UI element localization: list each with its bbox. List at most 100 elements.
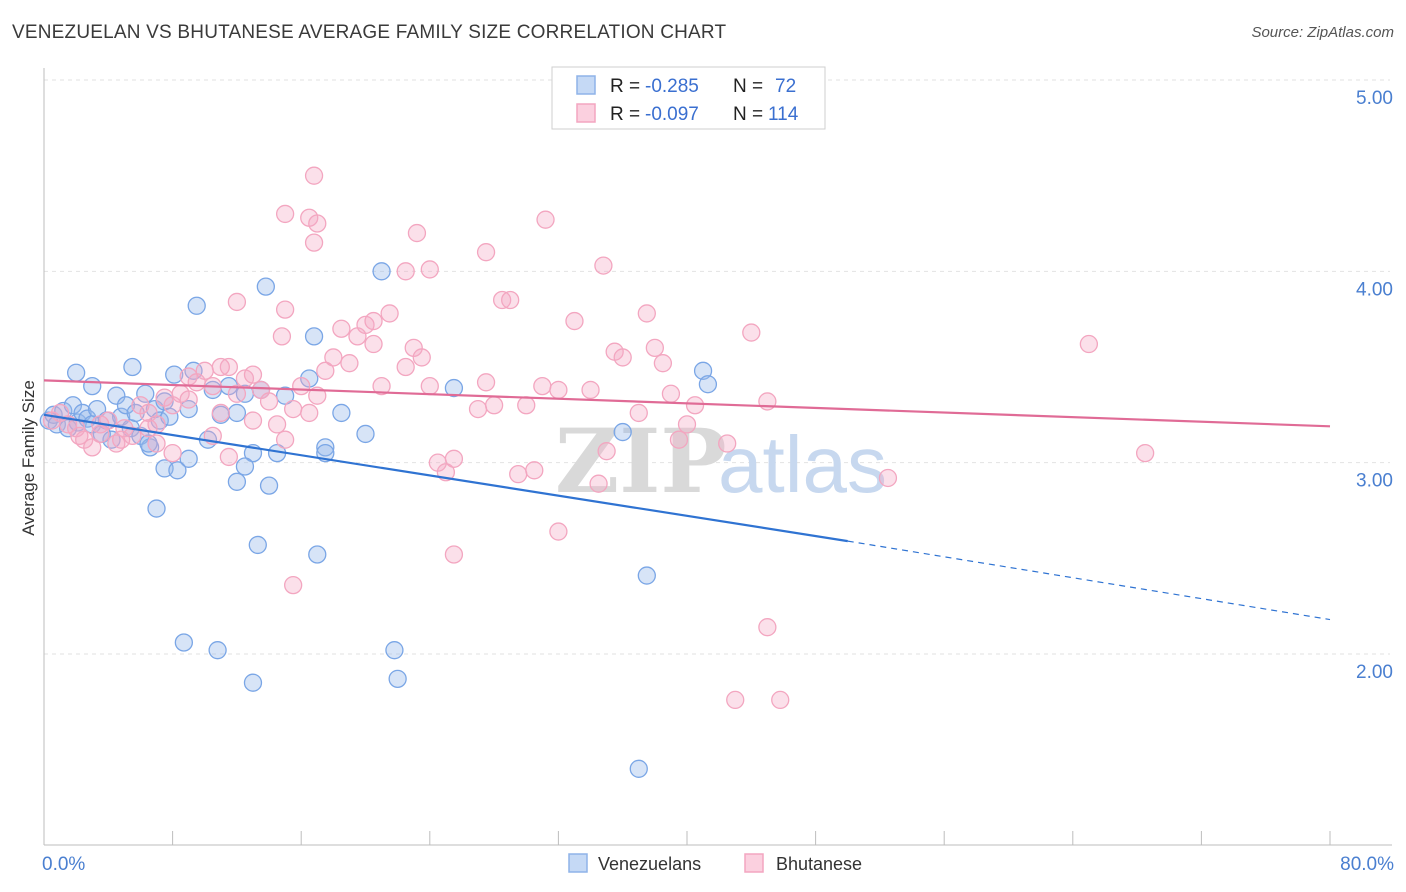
bhutanese-point-101 [1079, 334, 1099, 354]
venezuelans-point-44 [259, 476, 279, 495]
venezuelans-point-46 [304, 327, 324, 346]
bhutanese-point-92 [163, 443, 182, 463]
bhutanese-point-30 [284, 399, 303, 419]
venezuelans-point-45 [256, 277, 275, 296]
y-tick-label-3: 2.00 [1356, 662, 1393, 683]
y-axis-label: Average Family Size [19, 380, 38, 536]
legend-n-label-2: N = [733, 104, 763, 125]
venezuelans-point-41 [332, 403, 351, 423]
bhutanese-point-53 [509, 464, 528, 484]
bhutanese-point-36 [332, 319, 351, 338]
bhutanese-point-89 [227, 292, 247, 312]
venezuelans-point-67 [67, 363, 86, 382]
bhutanese-point-99 [139, 419, 158, 438]
bhutanese-point-90 [243, 365, 263, 384]
venezuelans-point-20 [136, 384, 155, 403]
bhutanese-point-56 [549, 380, 568, 400]
bhutanese-point-98 [70, 426, 89, 446]
bhutanese-point-63 [637, 304, 656, 323]
bhutanese-point-35 [324, 348, 343, 367]
bottom-legend-swatch-bhutanese [744, 853, 764, 873]
bhutanese-point-42 [380, 304, 399, 323]
bhutanese-point-91 [272, 327, 292, 346]
bhutanese-trend-line [43, 379, 1331, 428]
x-tick-label-left: 0.0% [42, 854, 85, 875]
venezuelans-point-57 [174, 633, 194, 652]
axes [43, 68, 1392, 846]
venezuelans-point-49 [372, 262, 391, 281]
bhutanese-point-105 [444, 545, 464, 564]
bhutanese-point-28 [267, 415, 287, 434]
bottom-legend-swatch-venezuelans [568, 853, 588, 873]
bhutanese-point-76 [304, 233, 324, 252]
bhutanese-point-21 [211, 403, 230, 423]
bhutanese-point-93 [179, 390, 198, 409]
bhutanese-point-67 [669, 430, 689, 449]
bhutanese-point-29 [275, 430, 295, 449]
bhutanese-point-23 [227, 384, 247, 403]
venezuelans-point-27 [179, 449, 198, 468]
legend-r-label-1: R = [610, 76, 640, 97]
venezuelans-point-33 [227, 403, 247, 423]
venezuelans-trend-extension [847, 540, 1331, 621]
bhutanese-point-55 [533, 376, 552, 396]
bhutanese-point-111 [284, 575, 303, 595]
bhutanese-point-75 [308, 214, 327, 233]
bhutanese-point-78 [407, 223, 427, 243]
bhutanese-point-34 [316, 361, 335, 380]
bhutanese-point-49 [444, 449, 464, 468]
legend-n-value-2: 114 [768, 104, 799, 125]
bhutanese-point-32 [300, 403, 319, 423]
venezuelans-point-54 [168, 461, 187, 480]
bhutanese-point-52 [484, 396, 504, 415]
bhutanese-point-87 [396, 262, 415, 281]
bhutanese-point-43 [396, 357, 415, 377]
bhutanese-point-81 [476, 243, 496, 262]
trend-lines [43, 379, 1331, 621]
bhutanese-point-65 [653, 354, 673, 373]
bhutanese-point-27 [259, 392, 279, 411]
bhutanese-point-64 [645, 338, 664, 358]
gridlines [44, 79, 1390, 655]
bhutanese-point-106 [589, 474, 608, 493]
legend-r-value-2: -0.097 [645, 104, 699, 125]
bhutanese-point-46 [420, 376, 439, 396]
bhutanese-point-37 [340, 354, 359, 373]
series-legend: Venezuelans Bhutanese [568, 853, 862, 874]
venezuelans-point-65 [693, 361, 713, 380]
venezuelans-point-60 [385, 641, 404, 660]
chart-title: VENEZUELAN VS BHUTANESE AVERAGE FAMILY S… [12, 22, 727, 43]
legend-swatch-bhutanese [576, 103, 596, 123]
bhutanese-point-88 [211, 357, 230, 377]
bhutanese-point-41 [372, 376, 391, 396]
venezuelans-point-69 [123, 357, 142, 377]
bhutanese-point-40 [364, 334, 383, 354]
venezuelans-point-61 [388, 669, 407, 689]
bhutanese-point-100 [147, 434, 166, 453]
bhutanese-point-73 [275, 204, 295, 224]
bhutanese-point-25 [243, 411, 263, 430]
venezuelans-point-16 [116, 396, 136, 415]
bhutanese-point-84 [594, 256, 613, 275]
legend-n-value-1: 72 [775, 76, 796, 97]
bhutanese-point-5 [83, 438, 102, 457]
venezuelans-point-47 [308, 545, 327, 564]
bottom-legend-bhutanese: Bhutanese [776, 854, 862, 874]
legend-n-label-1: N = [733, 76, 763, 97]
bhutanese-point-85 [275, 300, 295, 319]
bhutanese-point-19 [195, 361, 214, 380]
bhutanese-point-33 [308, 386, 327, 405]
bhutanese-point-62 [629, 403, 648, 423]
bhutanese-point-57 [565, 311, 584, 331]
bhutanese-point-102 [1135, 443, 1155, 463]
bhutanese-point-66 [661, 384, 681, 403]
bhutanese-point-6 [91, 424, 110, 444]
legend-r-label-2: R = [610, 104, 640, 125]
y-tick-label-0: 5.00 [1356, 88, 1393, 109]
legend-r-value-1: -0.285 [645, 76, 699, 97]
venezuelans-point-64 [613, 422, 632, 442]
bhutanese-point-103 [878, 468, 898, 488]
venezuelans-point-42 [356, 424, 375, 444]
bhutanese-point-61 [613, 348, 632, 367]
